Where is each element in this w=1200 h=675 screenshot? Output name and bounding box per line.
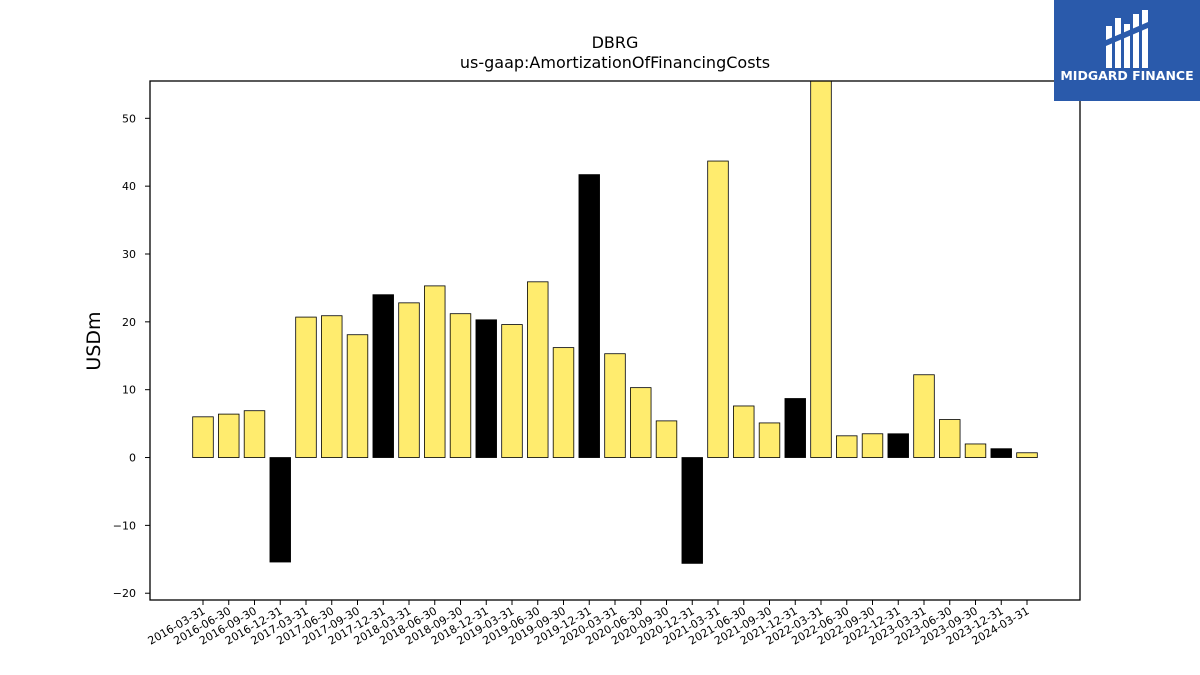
bar-2016-12-31 (269, 457, 291, 563)
y-tick-label: 40 (122, 180, 136, 193)
y-tick-label: −10 (113, 519, 136, 532)
midgard-logo-icon (1106, 10, 1148, 68)
y-axis-label: USDm (83, 311, 105, 370)
bar-2018-06-30 (424, 285, 446, 458)
bar-2017-12-31 (372, 294, 394, 458)
bar-2017-09-30 (346, 334, 369, 458)
bar-2021-03-31 (707, 160, 729, 458)
bar-2021-09-30 (758, 422, 781, 458)
bar-2021-12-31 (784, 398, 806, 458)
bar-2019-03-31 (501, 324, 523, 458)
bar-2018-03-31 (398, 302, 420, 458)
y-tick-label: −20 (113, 587, 136, 600)
bars-group (192, 80, 1038, 564)
y-tick-label: 0 (129, 452, 136, 465)
bar-2024-03-31 (1016, 452, 1038, 458)
bar-2018-12-31 (475, 319, 497, 458)
y-tick-label: 20 (122, 316, 136, 329)
bar-2020-09-30 (655, 420, 678, 458)
chart-subtitle: us-gaap:AmortizationOfFinancingCosts (460, 53, 770, 72)
y-tick-label: 10 (122, 384, 136, 397)
bar-2022-12-31 (887, 433, 909, 458)
bar-2022-09-30 (861, 433, 884, 458)
x-ticks-group: 2016-03-312016-06-302016-09-302016-12-31… (146, 600, 1032, 648)
bar-2022-06-30 (836, 435, 858, 458)
bar-2019-06-30 (527, 281, 549, 458)
bar-2020-12-31 (681, 457, 703, 564)
bar-2021-06-30 (733, 405, 755, 458)
chart-title: DBRG (592, 33, 639, 52)
bar-2016-09-30 (243, 410, 266, 458)
bar-2023-09-30 (964, 443, 987, 458)
y-tick-label: 50 (122, 112, 136, 125)
plot-frame (149, 80, 1081, 601)
y-tick-label: 30 (122, 248, 136, 261)
y-ticks-group: −20 −10 0 10 20 30 40 50 (113, 112, 150, 600)
bar-2023-12-31 (990, 448, 1012, 458)
bar-2017-06-30 (321, 315, 343, 458)
bar-2023-03-31 (913, 374, 935, 458)
bar-2020-03-31 (604, 353, 626, 458)
bar-2023-06-30 (939, 419, 961, 458)
bar-2022-03-31 (810, 80, 832, 458)
bar-2017-03-31 (295, 316, 317, 458)
bar-2020-06-30 (630, 387, 652, 458)
brand-name: MIDGARD FINANCE (1060, 68, 1194, 83)
bar-2019-12-31 (578, 174, 600, 458)
brand-logo: MIDGARD FINANCE (1054, 0, 1200, 101)
bar-2016-06-30 (218, 413, 240, 458)
bar-2018-09-30 (449, 313, 472, 458)
bar-2019-09-30 (552, 347, 575, 458)
bar-2016-03-31 (192, 416, 214, 458)
